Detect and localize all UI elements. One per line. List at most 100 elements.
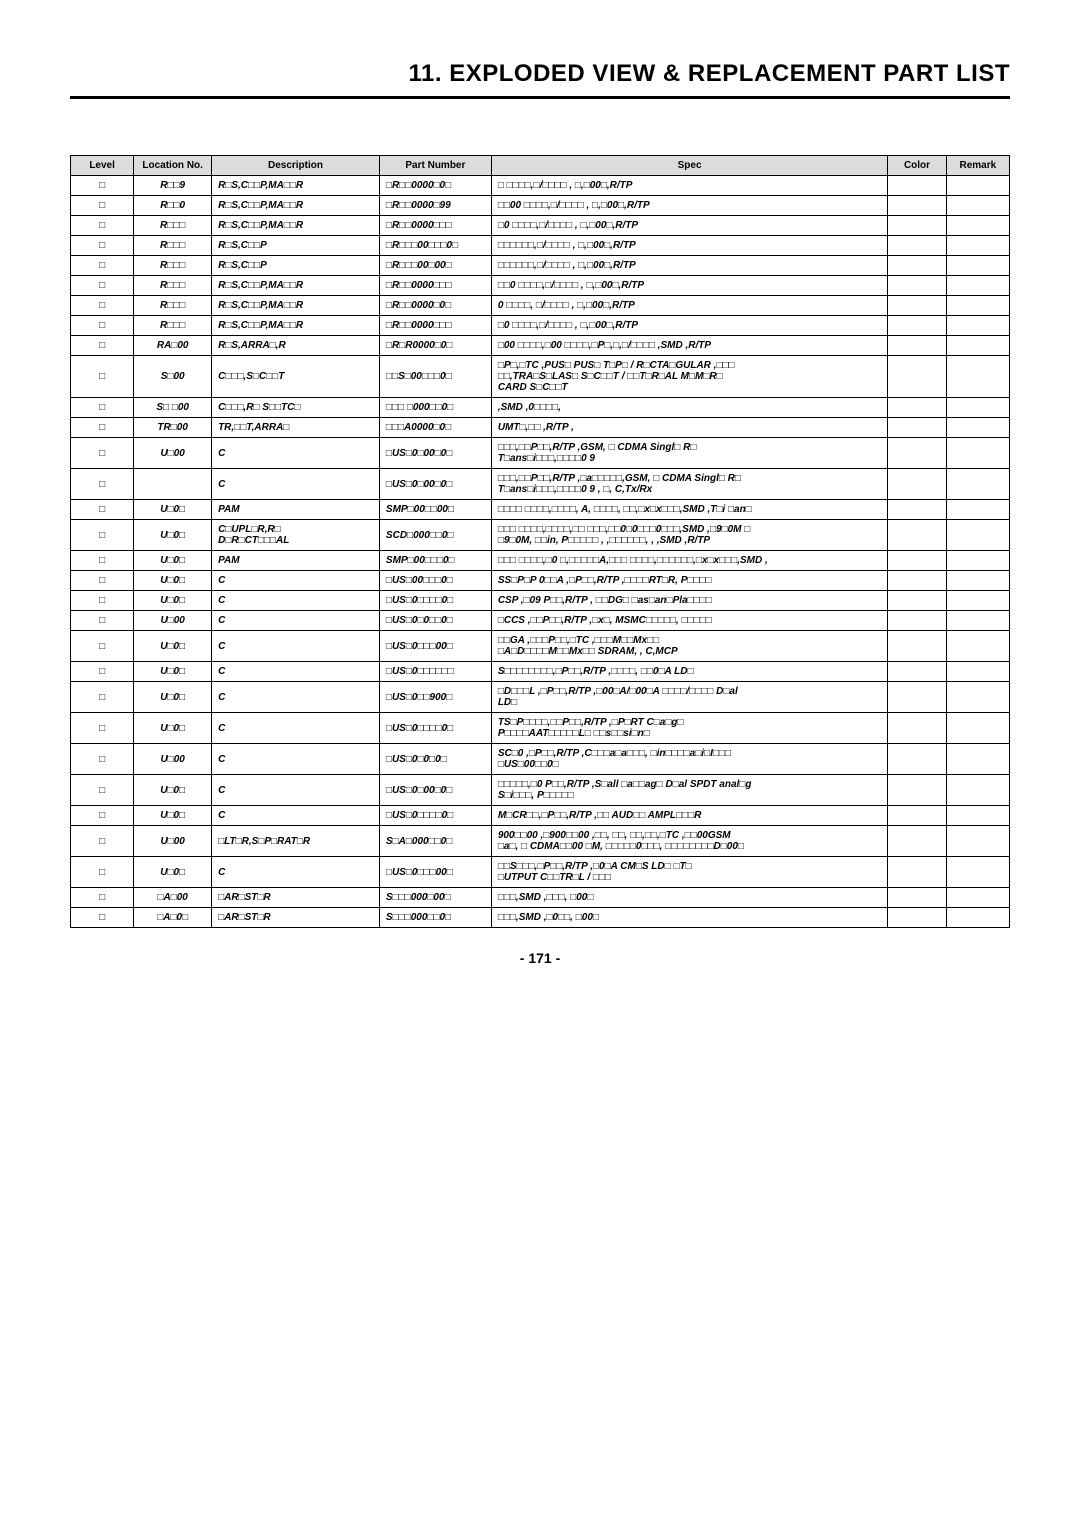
cell-part: □US□0□□□□0□ bbox=[379, 591, 491, 611]
cell-remark bbox=[946, 276, 1009, 296]
cell-spec: □□□ □□□□,□0 □,□□□□□A,□□□ □□□□,□□□□□□,□x□… bbox=[491, 551, 888, 571]
cell-color bbox=[888, 662, 946, 682]
cell-spec: □CCS ,□□P□□,R/TP ,□x□, MSMC□□□□□, □□□□□ bbox=[491, 611, 888, 631]
cell-level: □ bbox=[71, 356, 134, 398]
cell-spec: □□□□□,□0 P□□,R/TP ,S□all □a□□ag□ D□al SP… bbox=[491, 775, 888, 806]
cell-remark bbox=[946, 356, 1009, 398]
cell-level: □ bbox=[71, 520, 134, 551]
cell-level: □ bbox=[71, 571, 134, 591]
cell-color bbox=[888, 888, 946, 908]
table-row: □U□00C□US□0□0□0□SC□0 ,□P□□,R/TP ,C□□□a□a… bbox=[71, 744, 1010, 775]
cell-remark bbox=[946, 713, 1009, 744]
cell-spec: S□□□□□□□□,□P□□,R/TP ,□□□□, □□0□A LD□ bbox=[491, 662, 888, 682]
cell-color bbox=[888, 418, 946, 438]
cell-level: □ bbox=[71, 826, 134, 857]
cell-part: □R□□0000□0□ bbox=[379, 296, 491, 316]
cell-spec: □ □□□□,□/□□□□ , □,□00□,R/TP bbox=[491, 176, 888, 196]
cell-loc bbox=[134, 469, 212, 500]
cell-loc: R□□9 bbox=[134, 176, 212, 196]
cell-color bbox=[888, 216, 946, 236]
cell-desc: R□S,ARRA□,R bbox=[212, 336, 380, 356]
cell-desc: R□S,C□□P,MA□□R bbox=[212, 216, 380, 236]
cell-loc: R□□□ bbox=[134, 276, 212, 296]
table-row: □U□0□C□US□0□□□□□□S□□□□□□□□,□P□□,R/TP ,□□… bbox=[71, 662, 1010, 682]
cell-part: □US□0□□900□ bbox=[379, 682, 491, 713]
cell-spec: SC□0 ,□P□□,R/TP ,C□□□a□a□□□, □in□□□□a□i□… bbox=[491, 744, 888, 775]
cell-desc: C bbox=[212, 713, 380, 744]
cell-remark bbox=[946, 256, 1009, 276]
cell-remark bbox=[946, 500, 1009, 520]
cell-loc: U□0□ bbox=[134, 551, 212, 571]
table-row: □U□0□C□US□0□□□□0□TS□P□□□□,□□P□□,R/TP ,□P… bbox=[71, 713, 1010, 744]
table-row: □U□0□C□US□0□□□□0□M□CR□□,□P□□,R/TP ,□□ AU… bbox=[71, 806, 1010, 826]
cell-loc: R□□□ bbox=[134, 216, 212, 236]
col-header-part: Part Number bbox=[379, 156, 491, 176]
table-row: □RA□00R□S,ARRA□,R□R□R0000□0□□00 □□□□,□00… bbox=[71, 336, 1010, 356]
cell-remark bbox=[946, 316, 1009, 336]
cell-remark bbox=[946, 520, 1009, 551]
page-number: - 171 - bbox=[70, 950, 1010, 966]
cell-part: □□□ □000□□0□ bbox=[379, 398, 491, 418]
cell-spec: □□□,□□P□□,R/TP ,GSM, □ CDMA Singl□ R□T□a… bbox=[491, 438, 888, 469]
table-row: □U□0□C□US□0□□□00□□□GA ,□□□P□□,□TC ,□□□M□… bbox=[71, 631, 1010, 662]
cell-color bbox=[888, 276, 946, 296]
cell-desc: C bbox=[212, 631, 380, 662]
cell-remark bbox=[946, 806, 1009, 826]
cell-part: □R□R0000□0□ bbox=[379, 336, 491, 356]
cell-part: □US□0□00□0□ bbox=[379, 438, 491, 469]
cell-remark bbox=[946, 775, 1009, 806]
cell-part: SMP□00□□00□ bbox=[379, 500, 491, 520]
cell-loc: S□00 bbox=[134, 356, 212, 398]
cell-part: □US□0□□□00□ bbox=[379, 857, 491, 888]
cell-loc: U□00 bbox=[134, 826, 212, 857]
cell-loc: U□00 bbox=[134, 611, 212, 631]
cell-desc: C□□□,S□C□□T bbox=[212, 356, 380, 398]
cell-spec: M□CR□□,□P□□,R/TP ,□□ AUD□□ AMPL□□□R bbox=[491, 806, 888, 826]
cell-spec: □□□□ □□□□,□□□□, A, □□□□, □□,□x□x□□□,SMD … bbox=[491, 500, 888, 520]
cell-level: □ bbox=[71, 236, 134, 256]
page-title: 11. EXPLODED VIEW & REPLACEMENT PART LIS… bbox=[70, 60, 1010, 88]
cell-color bbox=[888, 196, 946, 216]
cell-desc: C bbox=[212, 662, 380, 682]
table-row: □TR□00TR,□□T,ARRA□□□□A0000□0□UMT□,□□ ,R/… bbox=[71, 418, 1010, 438]
cell-level: □ bbox=[71, 744, 134, 775]
cell-part: □US□00□□□0□ bbox=[379, 571, 491, 591]
cell-part: □US□0□0□0□ bbox=[379, 744, 491, 775]
cell-part: □US□0□00□0□ bbox=[379, 775, 491, 806]
cell-color bbox=[888, 826, 946, 857]
cell-level: □ bbox=[71, 256, 134, 276]
cell-remark bbox=[946, 196, 1009, 216]
cell-part: S□□□000□00□ bbox=[379, 888, 491, 908]
cell-loc: S□ □00 bbox=[134, 398, 212, 418]
cell-spec: SS□P□P 0□□A ,□P□□,R/TP ,□□□□RT□R, P□□□□ bbox=[491, 571, 888, 591]
cell-color bbox=[888, 438, 946, 469]
cell-desc: R□S,C□□P,MA□□R bbox=[212, 316, 380, 336]
table-row: □U□0□PAMSMP□00□□00□□□□□ □□□□,□□□□, A, □□… bbox=[71, 500, 1010, 520]
table-row: □U□00C□US□0□00□0□□□□,□□P□□,R/TP ,GSM, □ … bbox=[71, 438, 1010, 469]
cell-level: □ bbox=[71, 469, 134, 500]
cell-level: □ bbox=[71, 908, 134, 928]
table-header-row: Level Location No. Description Part Numb… bbox=[71, 156, 1010, 176]
cell-loc: R□□0 bbox=[134, 196, 212, 216]
table-row: □R□□0R□S,C□□P,MA□□R□R□□0000□99□□00 □□□□,… bbox=[71, 196, 1010, 216]
table-row: □R□□□R□S,C□□P,MA□□R□R□□0000□0□0 □□□□, □/… bbox=[71, 296, 1010, 316]
table-row: □S□ □00C□□□,R□ S□□TC□□□□ □000□□0□,SMD ,0… bbox=[71, 398, 1010, 418]
cell-level: □ bbox=[71, 500, 134, 520]
cell-level: □ bbox=[71, 611, 134, 631]
cell-spec: □□□,□□P□□,R/TP ,□a□□□□□,GSM, □ CDMA Sing… bbox=[491, 469, 888, 500]
cell-part: □R□□0000□□□ bbox=[379, 316, 491, 336]
cell-level: □ bbox=[71, 662, 134, 682]
cell-level: □ bbox=[71, 216, 134, 236]
cell-remark bbox=[946, 236, 1009, 256]
cell-remark bbox=[946, 631, 1009, 662]
cell-level: □ bbox=[71, 857, 134, 888]
table-row: □U□0□C□US□0□□□□0□CSP ,□09 P□□,R/TP , □□D… bbox=[71, 591, 1010, 611]
cell-spec: □□□,SMD ,□□□, □00□ bbox=[491, 888, 888, 908]
cell-color bbox=[888, 571, 946, 591]
cell-color bbox=[888, 520, 946, 551]
cell-color bbox=[888, 296, 946, 316]
cell-remark bbox=[946, 418, 1009, 438]
cell-spec: □□□□□□,□/□□□□ , □,□00□,R/TP bbox=[491, 236, 888, 256]
cell-desc: □LT□R,S□P□RAT□R bbox=[212, 826, 380, 857]
cell-desc: C□□□,R□ S□□TC□ bbox=[212, 398, 380, 418]
